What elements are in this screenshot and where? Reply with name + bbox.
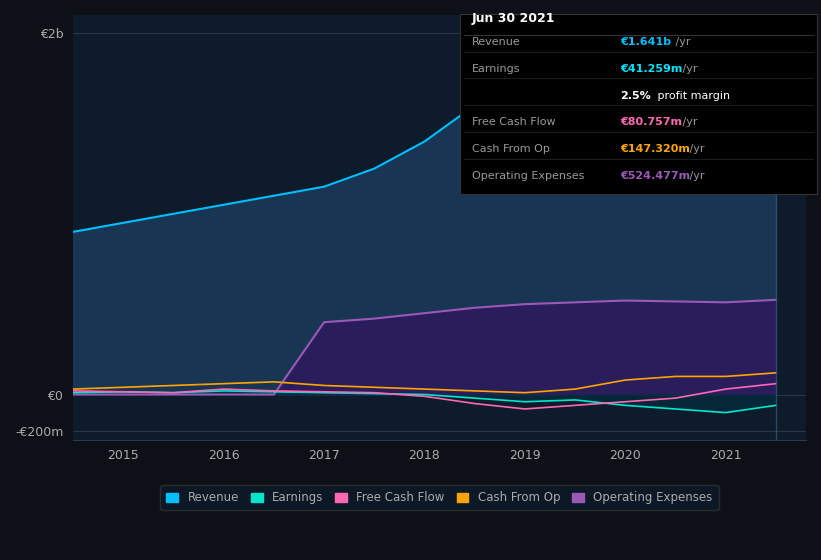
- Text: /yr: /yr: [679, 64, 698, 74]
- Text: €80.757m: €80.757m: [620, 118, 682, 128]
- Text: €41.259m: €41.259m: [620, 64, 682, 74]
- Text: /yr: /yr: [686, 171, 705, 181]
- Text: €147.320m: €147.320m: [620, 144, 690, 155]
- Text: Operating Expenses: Operating Expenses: [472, 171, 585, 181]
- Text: €524.477m: €524.477m: [620, 171, 690, 181]
- Text: €1.641b: €1.641b: [620, 37, 671, 47]
- Text: /yr: /yr: [686, 144, 705, 155]
- Text: Jun 30 2021: Jun 30 2021: [472, 12, 556, 25]
- Text: Cash From Op: Cash From Op: [472, 144, 550, 155]
- Text: profit margin: profit margin: [654, 91, 731, 101]
- Legend: Revenue, Earnings, Free Cash Flow, Cash From Op, Operating Expenses: Revenue, Earnings, Free Cash Flow, Cash …: [160, 486, 718, 510]
- Text: 2.5%: 2.5%: [620, 91, 650, 101]
- Text: Earnings: Earnings: [472, 64, 521, 74]
- Text: /yr: /yr: [679, 118, 698, 128]
- Text: Revenue: Revenue: [472, 37, 521, 47]
- Text: Free Cash Flow: Free Cash Flow: [472, 118, 556, 128]
- Text: /yr: /yr: [672, 37, 690, 47]
